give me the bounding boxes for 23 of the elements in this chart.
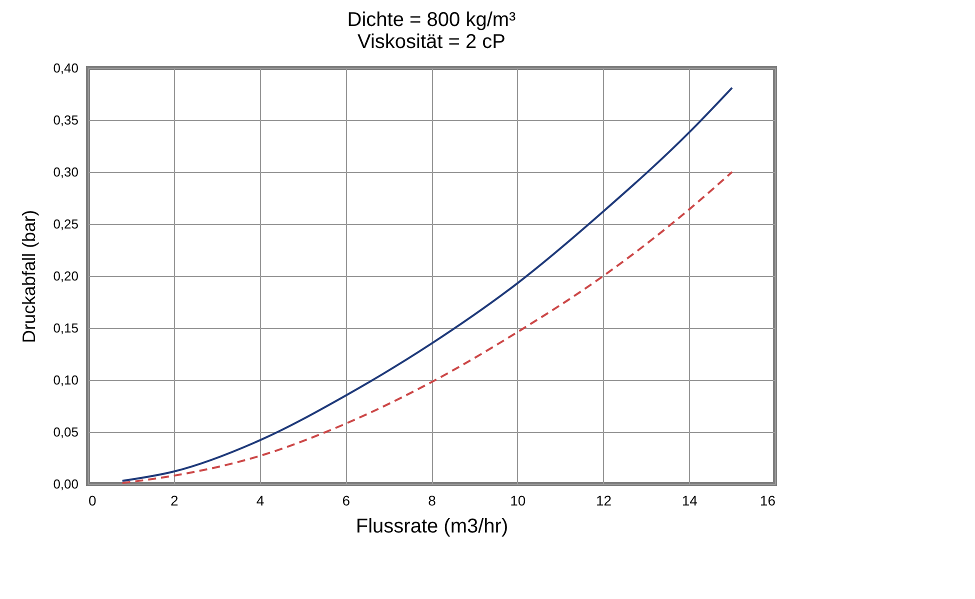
y-tick-label: 0,00 (53, 476, 78, 492)
x-tick-label: 14 (682, 492, 698, 508)
y-tick-label: 0,25 (53, 216, 78, 232)
x-tick-label: 2 (170, 492, 178, 508)
y-tick-label: 0,35 (53, 112, 78, 128)
y-tick-label: 0,20 (53, 268, 78, 284)
x-tick-label: 0 (88, 492, 96, 508)
x-tick-label: 16 (760, 492, 776, 508)
x-tick-label: 8 (428, 492, 436, 508)
y-tick-label: 0,05 (53, 424, 78, 440)
line-series (121, 86, 734, 482)
y-tick-label: 0,15 (53, 320, 78, 336)
x-tick-label: 4 (256, 492, 264, 508)
line-series (121, 171, 734, 484)
chart-title: Dichte = 800 kg/m³ Viskosität = 2 cP (347, 9, 516, 53)
y-axis-title: Druckabfall (bar) (19, 210, 40, 344)
y-tick-label: 0,10 (53, 372, 78, 388)
y-tick-label: 0,40 (53, 60, 78, 76)
y-tick-label: 0,30 (53, 164, 78, 180)
x-tick-label: 12 (596, 492, 612, 508)
x-axis-title: Flussrate (m3/hr) (356, 516, 508, 538)
x-tick-label: 10 (510, 492, 526, 508)
x-tick-label: 6 (342, 492, 350, 508)
